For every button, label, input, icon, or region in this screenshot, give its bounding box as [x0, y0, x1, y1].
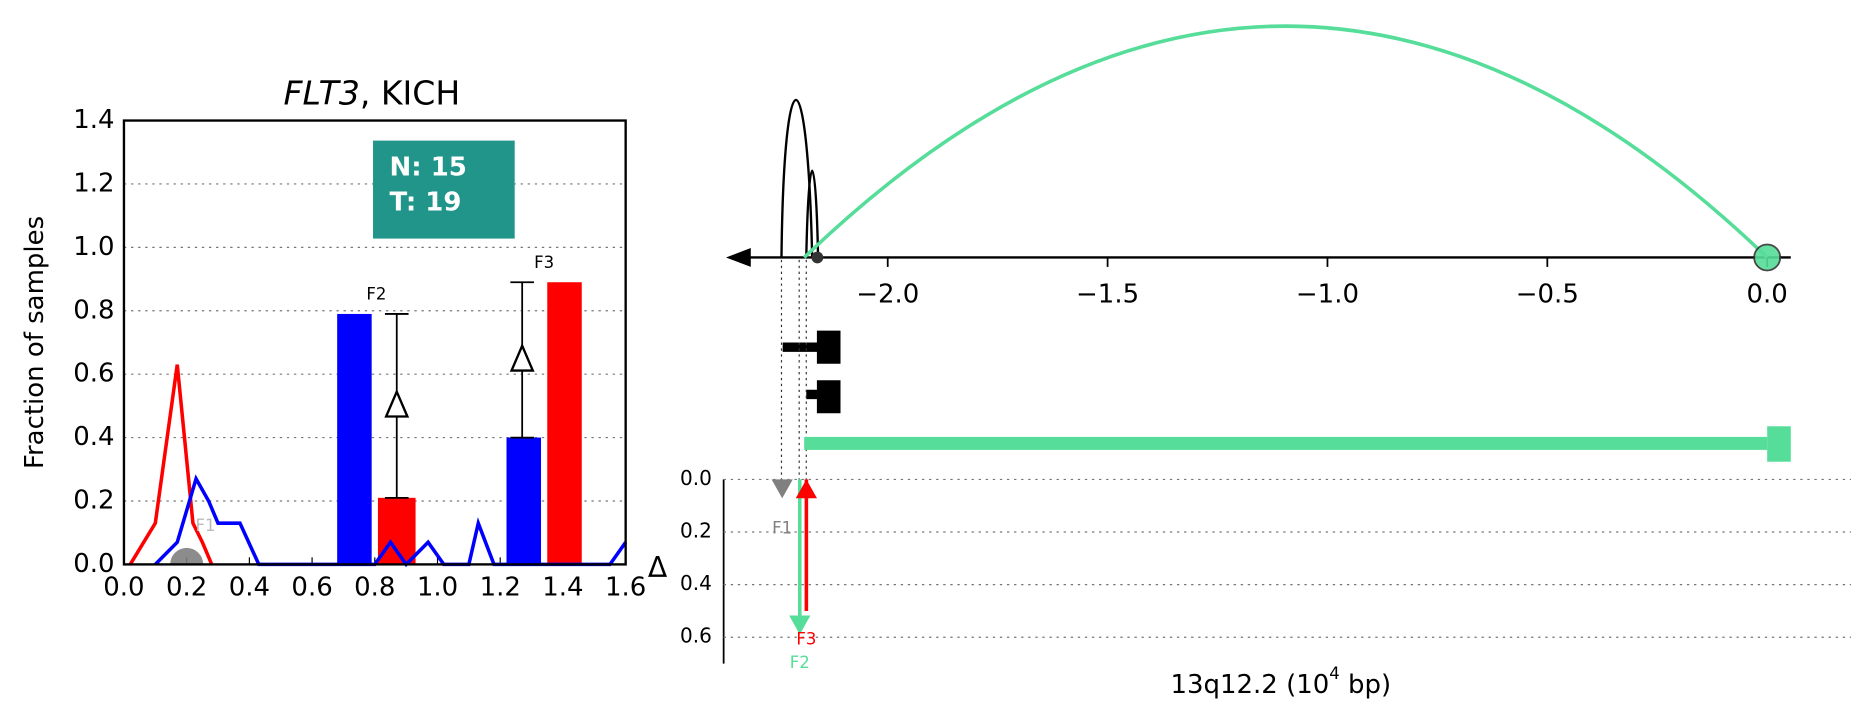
- y-tick-label: 0.6: [73, 359, 114, 389]
- x-tick-label: −2.0: [856, 280, 919, 310]
- y-tick-label: 1.4: [73, 105, 114, 135]
- marker: [170, 547, 204, 565]
- y-tick-label: 0.8: [73, 295, 114, 325]
- y-tick-label: 0.0: [680, 466, 712, 490]
- x-tick-label: 0.4: [229, 573, 270, 603]
- arc: [802, 24, 1769, 259]
- y-tick-label: 0.6: [680, 624, 712, 648]
- arrow-label: F2: [790, 653, 810, 672]
- gene-glyph: [806, 380, 841, 414]
- density-line: [154, 474, 628, 568]
- y-tick-label: 0.4: [680, 571, 712, 595]
- y-tick-label: 0.2: [680, 519, 712, 543]
- arrow-label: F3: [796, 629, 816, 648]
- guide-lines: [780, 259, 807, 480]
- group-label: F2: [366, 285, 386, 304]
- annotation-text: T: 19: [390, 188, 462, 218]
- axis-arrow: [725, 248, 751, 267]
- arrow-head: [771, 479, 793, 499]
- x-tick-label: 1.2: [480, 573, 521, 603]
- title-gene: FLT3: [283, 73, 359, 112]
- x-tick-label: 0.0: [103, 573, 144, 603]
- y-tick-label: 1.2: [73, 168, 114, 198]
- x-tick-label: −0.5: [1516, 280, 1579, 310]
- delta-symbol: [384, 388, 410, 418]
- span-end: [1767, 426, 1791, 462]
- normal-bar: [506, 437, 541, 565]
- x-tick-label: −1.5: [1076, 280, 1139, 310]
- gene-glyph: [782, 330, 841, 364]
- black-arc: [805, 169, 820, 258]
- annotation-text: N: 15: [390, 152, 467, 182]
- arc-end: [1753, 243, 1782, 272]
- title-rest: , KICH: [360, 73, 460, 112]
- x-tick-label: 1.6: [605, 573, 646, 603]
- x-tick-label: −1.0: [1296, 280, 1359, 310]
- y-tick-label: 0.4: [73, 422, 114, 452]
- span-bar: [804, 436, 1768, 450]
- xlabel-sup: 4: [1329, 664, 1340, 683]
- point: [811, 251, 824, 264]
- xlabel-main: 13q12.2 (10: [1170, 669, 1329, 699]
- y-axis-label: Fraction of samples: [20, 216, 50, 469]
- x-tick-label: 0.6: [291, 573, 332, 603]
- y-tick-label: 0.0: [73, 549, 114, 579]
- annotation-box: [373, 140, 515, 239]
- x-tick-label: 0.0: [1747, 280, 1788, 310]
- y-tick-label: 1.0: [73, 232, 114, 262]
- chart-title: FLT3, KICH: [283, 73, 460, 112]
- marker-label: F1: [196, 516, 216, 535]
- x-tick-label: 1.4: [542, 573, 583, 603]
- group-label: F3: [534, 253, 554, 272]
- tumor-bar: [547, 282, 582, 565]
- normal-bar: [337, 313, 372, 565]
- arrow-head: [789, 615, 811, 635]
- plot-frame: [122, 119, 627, 566]
- x-tick-label: 0.2: [166, 573, 207, 603]
- x-tick-label: 1.0: [417, 573, 458, 603]
- xlabel-end: bp): [1340, 669, 1391, 699]
- arrow-head: [795, 479, 817, 499]
- x-axis-label: 13q12.2 (104 bp): [1170, 664, 1391, 700]
- y-tick-label: 0.2: [73, 485, 114, 515]
- x-tick-label: 0.8: [354, 573, 395, 603]
- delta-axis-label: Δ: [648, 551, 668, 584]
- arrow-label: F1: [772, 518, 792, 537]
- delta-symbol: [509, 342, 535, 372]
